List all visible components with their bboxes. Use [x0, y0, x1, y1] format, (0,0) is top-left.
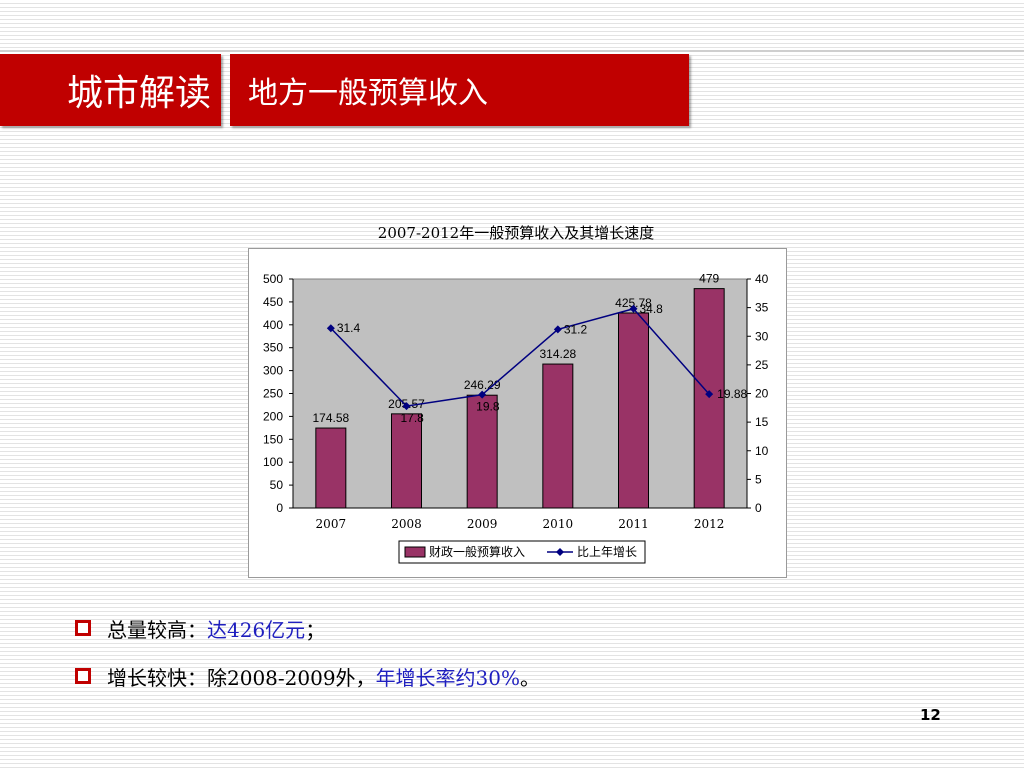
x-axis-tick-label: 2012 [694, 517, 725, 531]
slide-title: 地方一般预算收入 [248, 76, 488, 111]
bullet-suffix: 。 [520, 665, 541, 690]
left-axis-tick-label: 400 [263, 318, 283, 332]
line-data-label: 34.8 [640, 302, 664, 316]
left-axis-tick-label: 150 [263, 432, 283, 446]
bar-data-label: 246.29 [464, 378, 501, 392]
bullet-text: 增长较快：除2008-2009外， [107, 665, 376, 690]
growth-point [402, 402, 411, 411]
top-divider [0, 50, 1024, 52]
section-title-banner: 城市解读 [0, 54, 221, 126]
growth-point [326, 324, 335, 333]
line-data-label: 17.8 [401, 411, 425, 425]
left-axis-tick-label: 0 [276, 501, 283, 515]
left-axis-tick-label: 250 [263, 387, 283, 401]
right-axis-tick-label: 40 [755, 272, 769, 286]
bar [391, 413, 422, 509]
bar [466, 394, 498, 509]
left-axis-tick-label: 200 [263, 409, 283, 423]
left-axis-tick-label: 350 [263, 341, 283, 355]
bullet-text: 总量较高： [107, 617, 207, 642]
x-axis-tick-label: 2010 [543, 517, 574, 531]
bar-data-label: 174.58 [312, 411, 349, 425]
combo-chart: 0 50 100 150 200 250 300 350 400 450 500 0 5 10 15 20 25… [263, 272, 769, 564]
legend-bar-label: 财政一般预算收入 [429, 544, 525, 559]
left-axis-tick-label: 300 [263, 364, 283, 378]
right-axis-tick-label: 30 [755, 329, 769, 343]
legend-line-marker [556, 548, 564, 556]
right-axis-tick-label: 5 [755, 472, 762, 486]
left-axis-tick-label: 450 [263, 295, 283, 309]
growth-point [553, 325, 562, 334]
legend-line-label: 比上年增长 [577, 545, 637, 559]
legend-box [398, 540, 646, 564]
chart-title: 2007-2012年一般预算收入及其增长速度 [377, 224, 655, 242]
bullet-highlight: 年增长率约30% [375, 665, 521, 690]
bar [542, 363, 574, 509]
line-data-label: 31.2 [564, 322, 588, 336]
bar-data-label: 479 [699, 272, 719, 286]
line-data-label: 19.88 [717, 387, 747, 401]
section-title: 城市解读 [66, 73, 211, 114]
growth-point [705, 390, 714, 399]
x-axis-tick-label: 2008 [391, 517, 422, 531]
growth-point [629, 304, 638, 313]
plot-area [292, 278, 748, 509]
x-axis-tick-label: 2007 [316, 517, 347, 531]
x-axis-tick-label: 2011 [618, 517, 649, 531]
chart-container: 0 50 100 150 200 250 300 350 400 450 500 0 5 10 15 20 25… [248, 248, 787, 578]
bar [315, 427, 347, 509]
left-axis-tick-label: 500 [263, 272, 283, 286]
legend-bar-swatch [404, 546, 426, 558]
bullet-highlight: 达426亿元 [207, 617, 306, 642]
bullet-item: 总量较高： 达426亿元； [75, 610, 540, 646]
bullet-suffix: ； [305, 617, 326, 642]
bullet-item: 增长较快：除2008-2009外， 年增长率约30%。 [75, 658, 540, 694]
right-axis-tick-label: 25 [755, 358, 769, 372]
bar-data-label: 314.28 [539, 347, 576, 361]
right-axis-tick-label: 35 [755, 301, 769, 315]
line-data-label: 19.8 [476, 400, 500, 414]
bullet-square-icon [75, 668, 91, 684]
right-axis-tick-label: 0 [755, 501, 762, 515]
bar-data-label: 425.78 [615, 296, 652, 310]
bullet-list: 总量较高： 达426亿元； 增长较快：除2008-2009外， 年增长率约30%。 [75, 610, 540, 706]
slide-title-banner: 地方一般预算收入 [230, 54, 689, 126]
growth-point [478, 390, 487, 399]
bullet-square-icon [75, 620, 91, 636]
bar [693, 288, 725, 509]
x-axis-tick-label: 2009 [467, 517, 498, 531]
bar [618, 312, 649, 509]
growth-line [330, 307, 710, 407]
left-axis-tick-label: 100 [263, 455, 283, 469]
line-data-label: 31.4 [337, 321, 361, 335]
right-axis-tick-label: 10 [755, 444, 769, 458]
right-axis-tick-label: 15 [755, 415, 769, 429]
left-axis-tick-label: 50 [270, 478, 284, 492]
right-axis-tick-label: 20 [755, 387, 769, 401]
page-number: 12 [920, 706, 941, 724]
